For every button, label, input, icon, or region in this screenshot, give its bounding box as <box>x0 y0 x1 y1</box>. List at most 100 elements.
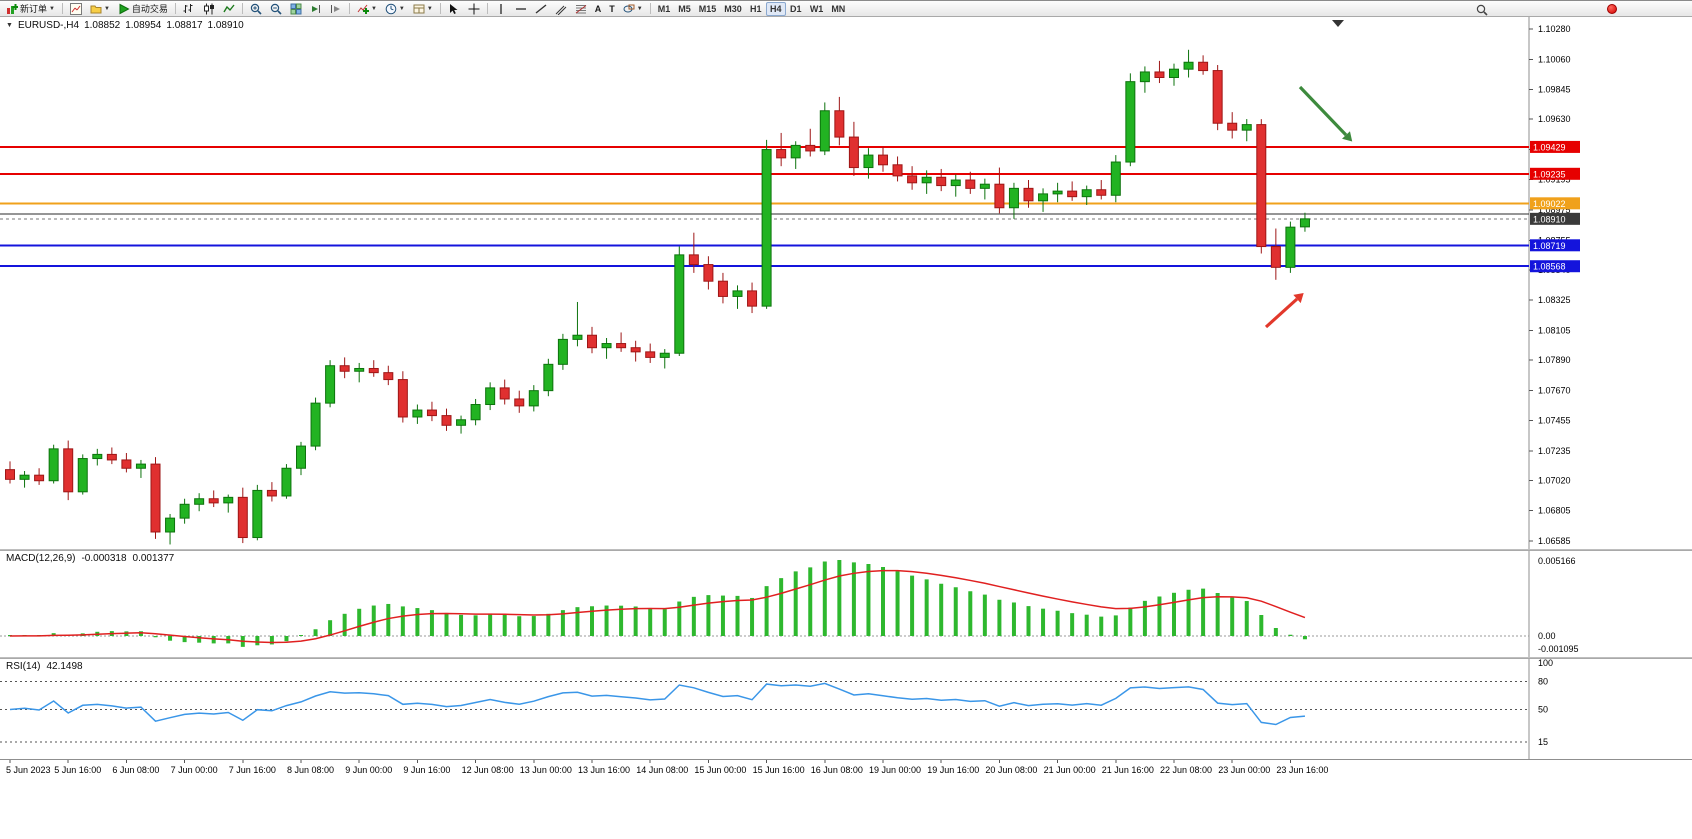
time-axis-label: 20 Jun 08:00 <box>985 765 1037 775</box>
zoom-in-button[interactable] <box>246 2 266 16</box>
green-arrow[interactable] <box>1298 85 1353 142</box>
text-tool-button[interactable]: A <box>591 2 606 16</box>
panel-divider[interactable] <box>0 549 1692 551</box>
line-chart-mode-button[interactable] <box>219 2 239 16</box>
timeframe-button-m15[interactable]: M15 <box>698 3 717 14</box>
search-button[interactable] <box>1472 3 1492 17</box>
tile-windows-icon <box>290 3 302 14</box>
caret-down-icon: ▼ <box>636 5 643 12</box>
caret-down-icon: ▼ <box>398 5 405 12</box>
auto-scroll-button[interactable] <box>306 2 326 16</box>
line-chart-icon <box>223 4 235 12</box>
timeframe-button-m30[interactable]: M30 <box>724 3 742 14</box>
profiles-folder-icon <box>90 5 102 13</box>
timeframe-button-m1[interactable]: M1 <box>657 3 671 14</box>
time-axis-label: 15 Jun 16:00 <box>753 765 805 775</box>
horizontal-line-tool-button[interactable] <box>511 2 531 16</box>
zoom-out-button[interactable] <box>266 2 286 16</box>
price-tag-1.08910: 1.08910 <box>1530 212 1580 225</box>
main-chart-canvas[interactable]: 1.102801.100601.098451.096301.094101.091… <box>0 17 1692 549</box>
autotrading-play-icon <box>119 3 130 14</box>
zoom-out-icon <box>270 3 282 15</box>
svg-text:1.07455: 1.07455 <box>1538 415 1571 425</box>
timeframe-button-d1[interactable]: D1 <box>790 3 802 14</box>
time-axis-label: 23 Jun 16:00 <box>1276 765 1328 775</box>
panel-divider[interactable] <box>0 657 1692 659</box>
rsi-axis-label: 50 <box>1538 705 1548 715</box>
rsi-canvas[interactable]: 100 80 50 15 <box>0 659 1692 759</box>
trendline-tool-button[interactable] <box>531 2 551 16</box>
toolbar-separator <box>241 3 243 14</box>
templates-icon <box>413 4 425 13</box>
cursor-tool-button[interactable] <box>444 2 464 16</box>
label-tool-button[interactable]: T <box>605 2 619 16</box>
svg-text:1.07670: 1.07670 <box>1538 386 1571 396</box>
time-axis-label: 9 Jun 00:00 <box>345 765 392 775</box>
time-axis-label: 22 Jun 08:00 <box>1160 765 1212 775</box>
candlestick-icon <box>203 3 214 14</box>
svg-text:1.10280: 1.10280 <box>1538 24 1571 34</box>
toolbar-separator <box>348 3 350 14</box>
auto-scroll-icon <box>311 4 320 13</box>
autotrading-button[interactable]: 自动交易 <box>114 2 172 16</box>
red-arrow[interactable] <box>1264 292 1304 329</box>
new-chart-button[interactable] <box>66 2 86 16</box>
profiles-button[interactable]: ▼ <box>86 2 114 16</box>
price-axis[interactable]: 1.102801.100601.098451.096301.094101.091… <box>1528 17 1571 549</box>
periods-button[interactable]: ▼ <box>381 2 409 16</box>
svg-text:1.10060: 1.10060 <box>1538 54 1571 64</box>
toolbar-separator <box>649 3 651 14</box>
toolbar-separator <box>174 3 176 14</box>
timeframe-button-m5[interactable]: M5 <box>678 3 691 14</box>
chart-shift-marker[interactable] <box>1332 20 1344 27</box>
time-axis-label: 23 Jun 00:00 <box>1218 765 1270 775</box>
svg-text:1.09429: 1.09429 <box>1533 142 1566 152</box>
rsi-line <box>9 682 1306 726</box>
collapse-triangle-icon[interactable]: ▼ <box>6 22 13 29</box>
time-axis[interactable]: 5 Jun 2023 5 Jun 16:00 6 Jun 08:00 7 Jun 00… <box>0 759 1692 779</box>
timeframe-button-mn[interactable]: MN <box>831 3 846 14</box>
timeframe-group: M1 M5 M15 M30 H1 H4 D1 W1 MN <box>654 1 850 16</box>
svg-text:1.08975: 1.08975 <box>1538 205 1571 215</box>
svg-text:1.08910: 1.08910 <box>1533 214 1566 224</box>
svg-text:1.08568: 1.08568 <box>1533 262 1566 272</box>
templates-button[interactable]: ▼ <box>409 2 437 16</box>
macd-canvas[interactable]: 0.005166 0.00 -0.001095 <box>0 551 1692 657</box>
channel-tool-button[interactable] <box>551 2 571 16</box>
svg-text:1.06805: 1.06805 <box>1538 506 1571 516</box>
fibonacci-tool-button[interactable] <box>571 2 591 16</box>
clock-icon <box>385 3 397 14</box>
vertical-line-icon <box>500 3 502 14</box>
indicators-button[interactable]: ▼ <box>353 2 381 16</box>
notification-badge[interactable] <box>1607 4 1617 14</box>
shapes-icon <box>623 4 635 12</box>
caret-down-icon: ▼ <box>49 5 55 12</box>
caret-down-icon: ▼ <box>103 5 110 12</box>
label-tool-label: T <box>609 3 615 14</box>
time-axis-label: 19 Jun 16:00 <box>927 765 979 775</box>
time-axis-label: 7 Jun 00:00 <box>171 765 218 775</box>
chart-shift-icon <box>330 4 340 13</box>
timeframe-button-h1[interactable]: H1 <box>750 3 762 14</box>
bottom-filler <box>0 779 1692 839</box>
time-axis-label: 13 Jun 16:00 <box>578 765 630 775</box>
time-axis-label: 21 Jun 00:00 <box>1044 765 1096 775</box>
bar-chart-mode-button[interactable] <box>179 2 199 16</box>
svg-text:1.09235: 1.09235 <box>1533 169 1566 179</box>
rsi-axis-label: 15 <box>1538 737 1548 747</box>
candlestick-series <box>5 49 1310 545</box>
macd-axis-label: 0.005166 <box>1538 556 1576 566</box>
vertical-line-tool-button[interactable] <box>491 2 511 16</box>
price-tag-1.09429: 1.09429 <box>1530 140 1580 153</box>
new-order-button[interactable]: 新订单 ▼ <box>2 2 59 16</box>
timeframe-button-w1[interactable]: W1 <box>809 3 824 14</box>
search-icon <box>1476 4 1488 16</box>
crosshair-tool-button[interactable] <box>464 2 484 16</box>
time-axis-label: 5 Jun 16:00 <box>54 765 101 775</box>
candlestick-mode-button[interactable] <box>199 2 219 16</box>
chart-shift-button[interactable] <box>326 2 346 16</box>
svg-text:1.06585: 1.06585 <box>1538 536 1571 546</box>
timeframe-button-h4[interactable]: H4 <box>765 1 786 16</box>
tile-windows-button[interactable] <box>286 2 306 16</box>
shapes-tool-button[interactable]: ▼ <box>619 2 647 16</box>
